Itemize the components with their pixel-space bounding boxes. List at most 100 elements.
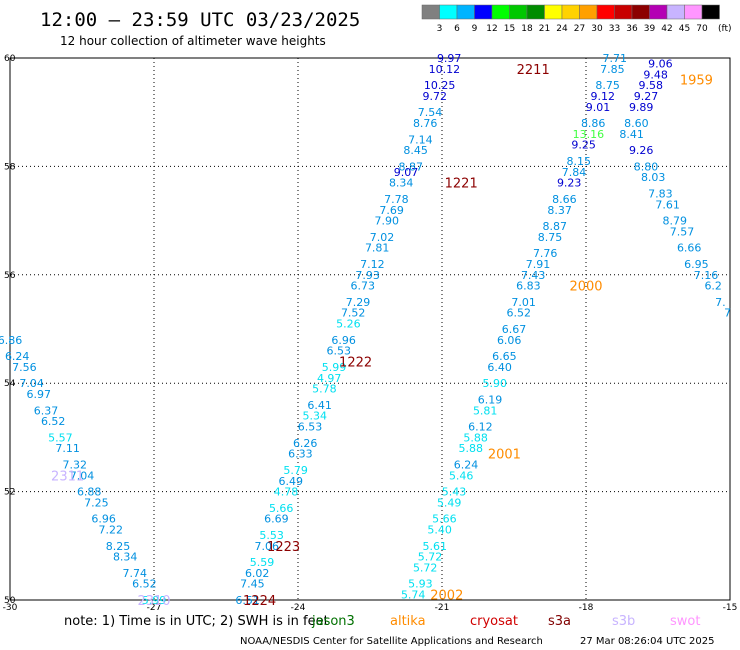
pass-time-label: 2211 (517, 63, 550, 78)
swh-value-label: 5.72 (413, 561, 438, 574)
swh-value-label: 6.86 (0, 334, 22, 347)
pass-time-label: 2000 (569, 280, 602, 295)
swh-value-label: 5.66 (432, 513, 457, 526)
swh-value-label: 7.32 (63, 459, 88, 472)
swh-value-label: 7.93 (355, 269, 380, 282)
grid-lines (10, 58, 730, 600)
swh-value-label: 8.66 (552, 193, 577, 206)
swh-value-label: 9.01 (586, 101, 611, 114)
swh-value-label: 7.52 (341, 307, 366, 320)
swh-value-label: 6.66 (677, 242, 702, 255)
swh-value-label: 6.97 (27, 388, 52, 401)
pass-time-label: 1224 (243, 594, 276, 609)
swh-value-label: 9.12 (591, 90, 616, 103)
swh-value-label: 6.12 (468, 421, 493, 434)
chart-title: 12:00 – 23:59 UTC 03/23/2025 (40, 9, 360, 31)
footer-timestamp: 27 Mar 08:26:04 UTC 2025 (580, 636, 715, 647)
swh-value-label: 7. (715, 296, 726, 309)
swh-value-label: 8.25 (106, 540, 131, 553)
swh-value-label: 7.69 (379, 204, 404, 217)
swh-value-label: 6.24 (454, 459, 479, 472)
x-tick-label: -30 (3, 603, 18, 613)
color-scale-swatch (544, 4, 563, 20)
swh-value-label: 6.19 (478, 393, 503, 406)
swh-value-label: 6.41 (307, 399, 332, 412)
x-tick-label: -15 (723, 603, 738, 613)
swh-value-label: 9.72 (423, 90, 448, 103)
data-values: 6.517.456.025.597.065.536.695.664.786.49… (0, 52, 731, 607)
swh-value-label: 6.49 (279, 475, 304, 488)
color-scale-label: 27 (574, 24, 585, 34)
swh-value-label: 7.84 (562, 166, 587, 179)
swh-value-label: 4.97 (317, 372, 342, 385)
swh-value-label: 7.12 (360, 258, 385, 271)
swh-value-label: 8.86 (581, 117, 606, 130)
swh-value-label: 6.40 (487, 361, 512, 374)
swh-value-label: 8.80 (634, 160, 659, 173)
swh-value-label: 7.02 (370, 231, 395, 244)
satellite-legend-entry: swot (670, 614, 700, 629)
swh-value-label: 7.90 (375, 215, 400, 228)
swh-value-label: 8.75 (595, 79, 620, 92)
color-scale-swatch (596, 4, 615, 20)
swh-value-label: 6.96 (331, 334, 356, 347)
swh-value-label: 8.87 (399, 160, 424, 173)
pass-labels: 2211 1959 1221 2000 1222 2311 2001 1223 1224 2310… (51, 63, 713, 609)
swh-value-label: 5.66 (269, 502, 294, 515)
swh-value-label: 6.73 (351, 280, 376, 293)
swh-value-label: 5.72 (418, 551, 443, 564)
swh-value-label: 6.88 (77, 486, 102, 499)
satellite-legend-entry: cryosat (470, 614, 518, 629)
swh-value-label: 7.06 (255, 540, 280, 553)
swh-value-label: 8.34 (113, 551, 138, 564)
color-scale-label: 45 (679, 24, 690, 34)
swh-value-label: 7.81 (365, 242, 390, 255)
swh-value-label: 7.29 (346, 296, 371, 309)
swh-value-label: 6.53 (298, 421, 323, 434)
swh-value-label: 6.67 (502, 323, 527, 336)
swh-value-label: 9.58 (639, 79, 664, 92)
swh-value-label: 8.75 (538, 231, 563, 244)
color-scale-label: 9 (472, 24, 478, 34)
swh-value-label: 7.91 (526, 258, 551, 271)
pass-time-label: 1222 (339, 356, 372, 371)
swh-value-label: 6.95 (684, 258, 709, 271)
y-tick-label: 56 (4, 271, 16, 281)
swh-value-label: 9.07 (394, 166, 419, 179)
swh-value-label: 9.89 (629, 101, 654, 114)
y-tick-label: 54 (4, 379, 16, 389)
swh-value-label: 6.06 (497, 334, 522, 347)
swh-value-label: 5.43 (442, 486, 467, 499)
swh-value-label: 8.87 (543, 220, 568, 233)
color-scale-swatch (649, 4, 668, 20)
swh-value-label: 7.01 (511, 296, 536, 309)
swh-value-label: 7.57 (670, 225, 695, 238)
color-scale-label: 24 (556, 24, 568, 34)
swh-value-label: 8.15 (567, 155, 592, 168)
x-tick-label: -18 (579, 603, 594, 613)
swh-value-label: 10.12 (429, 63, 461, 76)
swh-value-label: 9.25 (571, 139, 596, 152)
swh-value-label: 7.74 (123, 567, 148, 580)
swh-value-label: 6.96 (91, 513, 116, 526)
footer-credit: NOAA/NESDIS Center for Satellite Applica… (240, 636, 543, 647)
satellite-legend: jason3 altika cryosat s3a s3b swot (311, 614, 700, 629)
swh-value-label: 5.57 (48, 431, 73, 444)
color-scale-swatch (474, 4, 493, 20)
swh-value-label: 7.04 (19, 377, 44, 390)
swh-value-label: 4.78 (274, 486, 299, 499)
color-scale-label: 42 (661, 24, 672, 34)
color-scale-swatch (439, 4, 458, 20)
swh-value-label: 8.37 (547, 204, 572, 217)
color-scale-swatch (631, 4, 650, 20)
swh-value-label: 5.74 (401, 589, 426, 602)
satellite-legend-entry: jason3 (311, 614, 355, 629)
swh-value-label: 6.37 (34, 404, 59, 417)
swh-value-label: 5.40 (427, 524, 452, 537)
color-scale-label: 6 (454, 24, 460, 34)
swh-value-label: 6.52 (41, 415, 66, 428)
color-scale-swatch (509, 4, 528, 20)
swh-value-label: 6.51 (235, 594, 260, 607)
swh-value-label: 5.93 (408, 578, 433, 591)
